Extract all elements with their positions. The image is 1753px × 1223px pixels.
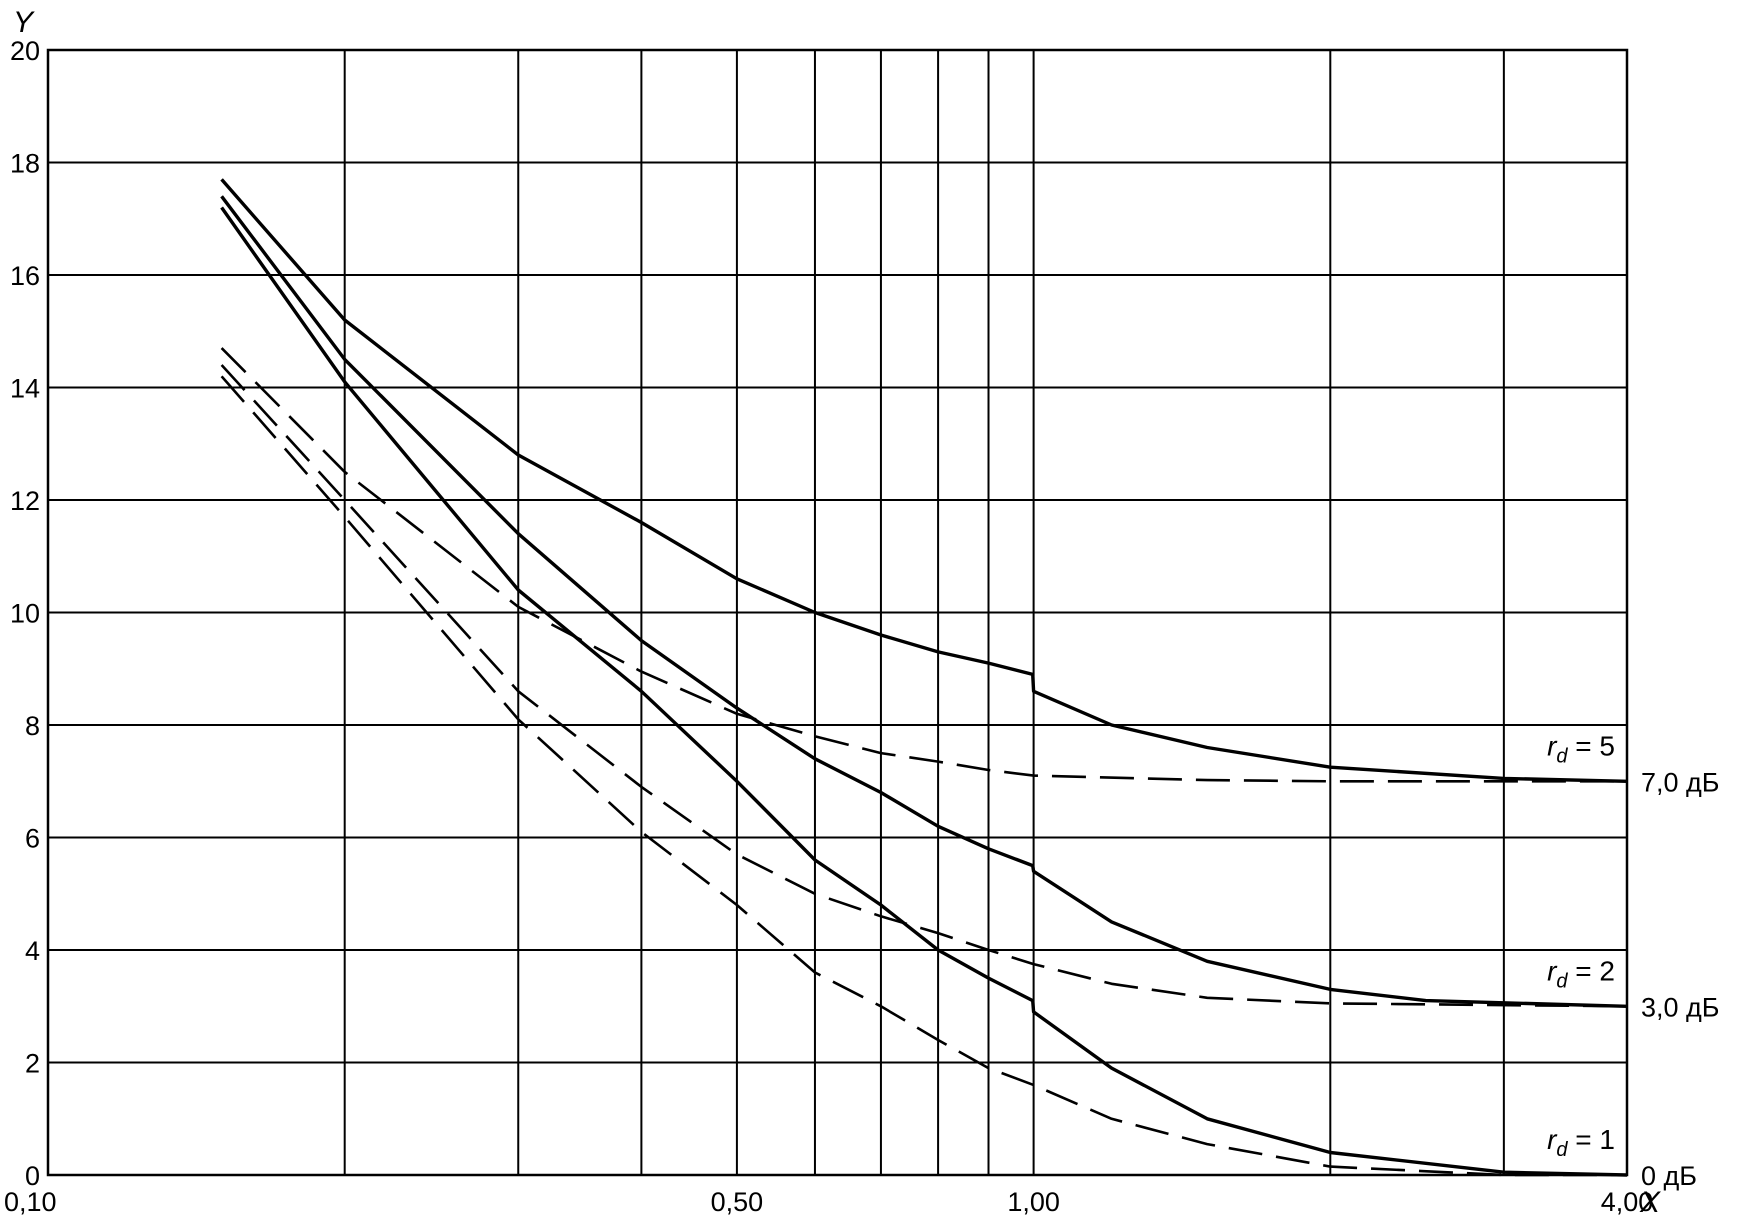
y-tick-label: 16	[10, 261, 40, 291]
y-tick-label: 4	[25, 936, 40, 966]
x-tick-label: 0,50	[711, 1187, 764, 1217]
y-tick-label: 10	[10, 599, 40, 629]
series-label-rd5: rd = 5	[1547, 730, 1615, 767]
x-tick-label: 4,00	[1601, 1187, 1654, 1217]
series-rd2-dashed-line	[220, 364, 1628, 1008]
series-rd2-solid-line	[220, 195, 1628, 1008]
x-tick-label: 1,00	[1007, 1187, 1060, 1217]
grid	[48, 49, 1627, 1176]
db-label-rd5: 7,0 дБ	[1641, 767, 1720, 797]
y-tick-label: 18	[10, 149, 40, 179]
series-lines	[220, 178, 1628, 1177]
series-rd1-solid-line	[220, 206, 1628, 1177]
y-tick-label: 8	[25, 711, 40, 741]
series-rd5-solid-line	[220, 178, 1628, 783]
labels: 0 2 4 6 8 10 12 14 16 18 20 0,10 0,50 1,00 4,00X Yrd = …	[4, 6, 1720, 1219]
db-label-rd2: 3,0 дБ	[1641, 992, 1720, 1022]
plot-frame	[46, 48, 1629, 1177]
y-tick-label: 2	[25, 1049, 40, 1079]
series-label-rd2: rd = 2	[1547, 955, 1615, 992]
series-rd1-dashed-line	[220, 375, 1627, 1177]
series-label-rd1: rd = 1	[1547, 1124, 1615, 1161]
series-rd5-dashed-line	[220, 347, 1627, 783]
y-tick-label: 12	[10, 486, 40, 516]
y-tick-label: 14	[10, 374, 40, 404]
y-tick-label: 0	[25, 1161, 40, 1191]
db-label-rd1: 0 дБ	[1641, 1161, 1697, 1191]
y-tick-label: 20	[10, 36, 40, 66]
y-tick-label: 6	[25, 824, 40, 854]
x-axis-label: X	[1639, 1186, 1661, 1219]
y-axis-label: Y	[13, 6, 35, 39]
x-tick-label: 0,10	[4, 1187, 57, 1217]
